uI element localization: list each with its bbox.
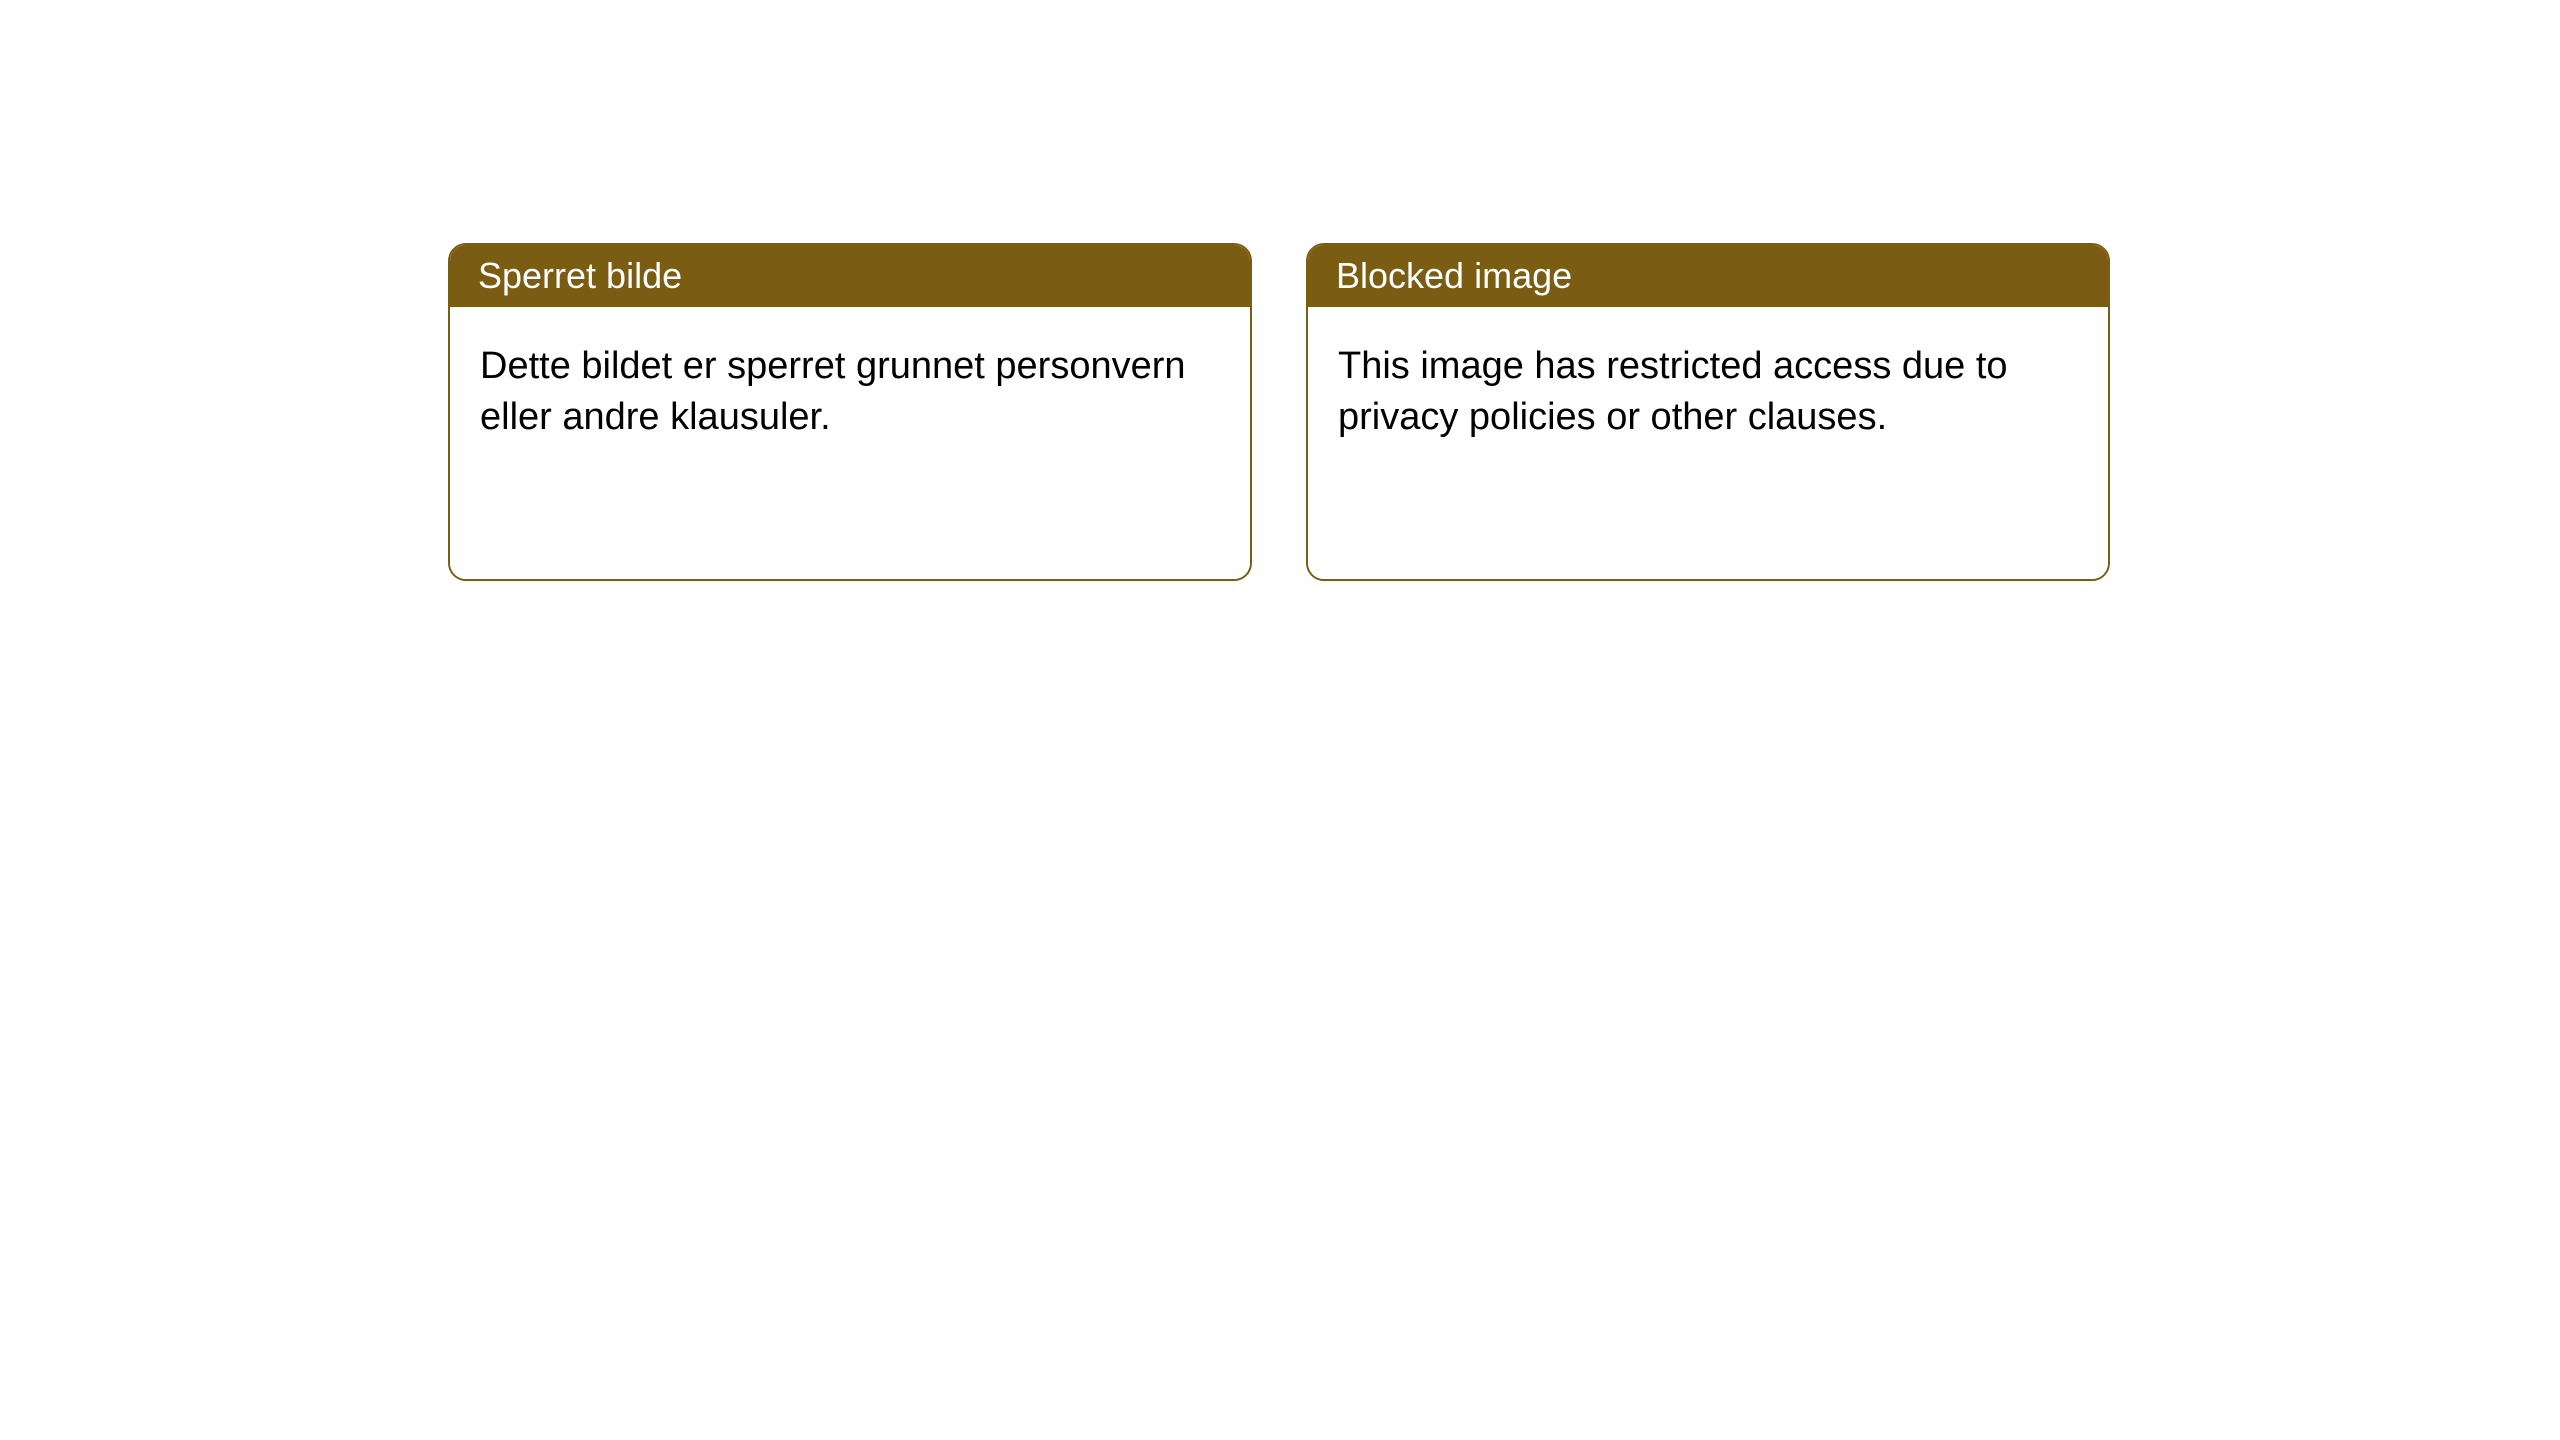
notice-container: Sperret bilde Dette bildet er sperret gr… bbox=[0, 0, 2560, 581]
notice-box-norwegian: Sperret bilde Dette bildet er sperret gr… bbox=[448, 243, 1252, 581]
notice-title: Blocked image bbox=[1308, 245, 2108, 307]
notice-box-english: Blocked image This image has restricted … bbox=[1306, 243, 2110, 581]
notice-body: This image has restricted access due to … bbox=[1308, 307, 2108, 579]
notice-title: Sperret bilde bbox=[450, 245, 1250, 307]
notice-body: Dette bildet er sperret grunnet personve… bbox=[450, 307, 1250, 579]
